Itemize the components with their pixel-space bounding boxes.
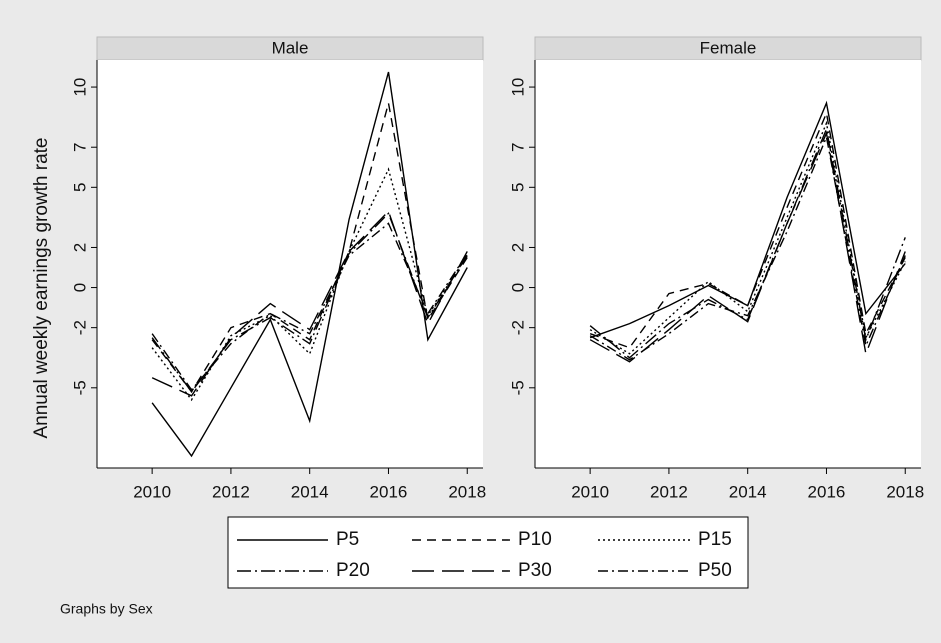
x-tick-label: 2014 [729, 482, 767, 501]
plot-area [97, 60, 483, 468]
legend-box [227, 516, 749, 589]
x-tick-label: 2016 [370, 482, 408, 501]
series-line [151, 102, 468, 394]
y-tick-label: 10 [508, 78, 527, 97]
y-tick-label: -2 [70, 320, 89, 335]
series-line [151, 167, 468, 402]
x-tick-label: 2018 [448, 482, 486, 501]
x-tick-label: 2018 [886, 482, 924, 501]
y-tick-label: 2 [70, 243, 89, 252]
x-tick-label: 2014 [291, 482, 329, 501]
legend-label: P30 [518, 560, 552, 581]
y-tick-label: 2 [508, 243, 527, 252]
x-tick-label: 2016 [808, 482, 846, 501]
legend-label: P20 [336, 560, 370, 581]
legend-label: P15 [698, 529, 732, 550]
series-line [589, 100, 906, 339]
y-tick-label: 7 [508, 142, 527, 151]
series-line [151, 71, 468, 458]
y-tick-label: 0 [70, 283, 89, 292]
y-tick-label: 10 [70, 78, 89, 97]
series-line [589, 110, 906, 349]
legend-label: P10 [518, 529, 552, 550]
y-tick-label: -2 [508, 320, 527, 335]
series-line [151, 212, 468, 393]
x-tick-label: 2012 [650, 482, 688, 501]
y-axis-label: Annual weekly earnings growth rate [31, 137, 52, 438]
note: Graphs by Sex [60, 601, 153, 617]
y-tick-label: 5 [508, 183, 527, 192]
plot-area [535, 60, 921, 468]
x-tick-label: 2010 [571, 482, 609, 501]
series-line [589, 134, 906, 361]
y-tick-label: 5 [70, 183, 89, 192]
series-line [151, 222, 468, 391]
y-tick-label: -5 [508, 380, 527, 395]
y-tick-label: 0 [508, 283, 527, 292]
y-tick-label: -5 [70, 380, 89, 395]
legend-label: P50 [698, 560, 732, 581]
legend-label: P5 [336, 529, 359, 550]
panel-title: Male [272, 38, 309, 57]
x-tick-label: 2010 [133, 482, 171, 501]
x-tick-label: 2012 [212, 482, 250, 501]
panel-title: Female [700, 38, 757, 57]
y-tick-label: 7 [70, 142, 89, 151]
series-line [151, 210, 468, 397]
series-line [589, 126, 906, 359]
